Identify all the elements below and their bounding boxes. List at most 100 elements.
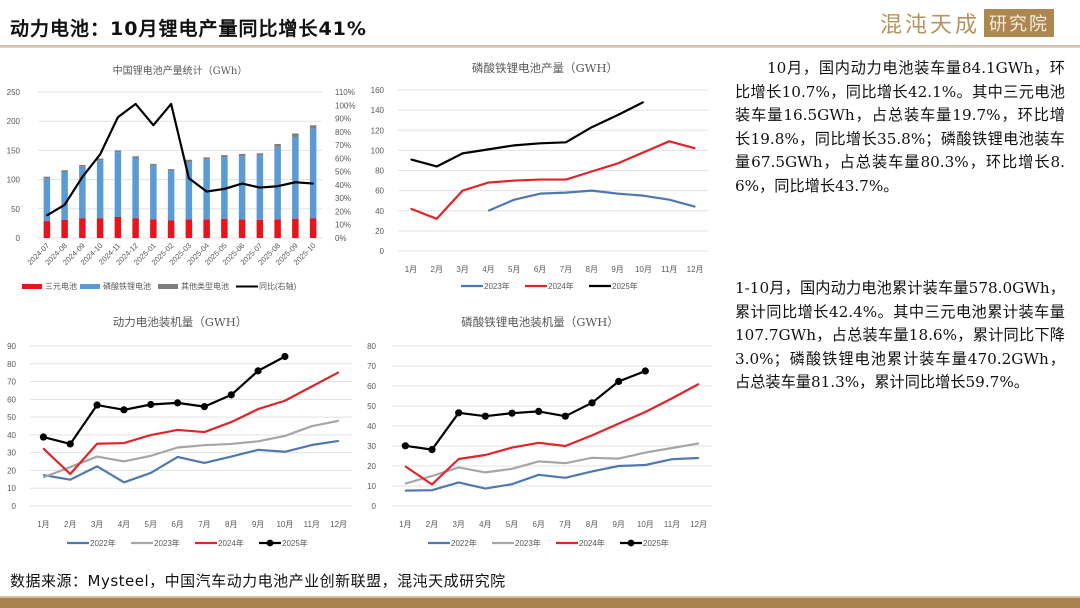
data-point xyxy=(642,151,645,153)
chart-title: 中国锂电池产量统计（GWh） xyxy=(112,66,248,77)
data-point xyxy=(618,423,620,425)
data-point xyxy=(227,391,235,399)
data-point xyxy=(458,458,460,460)
data-point xyxy=(69,466,71,468)
data-point xyxy=(42,447,45,450)
bar-segment xyxy=(96,218,104,238)
data-point xyxy=(461,190,464,192)
x-tick-label: 9月 xyxy=(252,520,264,529)
legend-label: 2024年 xyxy=(548,281,574,291)
y-tick-label: 40 xyxy=(375,207,384,216)
y-tick-label: 80 xyxy=(7,360,16,369)
legend-label: 2023年 xyxy=(484,281,510,291)
y-tick-label: 20 xyxy=(367,462,376,471)
data-point xyxy=(539,142,541,144)
data-point xyxy=(203,431,206,433)
y-tick-label: 100 xyxy=(7,176,21,185)
x-tick-label: 9月 xyxy=(612,520,624,529)
data-point xyxy=(436,165,438,168)
data-point xyxy=(254,367,262,375)
y-tick-label: 50 xyxy=(367,402,376,411)
data-point xyxy=(173,399,182,407)
x-tick-label: 4月 xyxy=(482,265,494,274)
data-point xyxy=(591,457,593,459)
data-point xyxy=(120,406,128,414)
data-point xyxy=(312,182,314,185)
data-point xyxy=(511,483,513,485)
data-point xyxy=(694,206,696,208)
bar-segment xyxy=(238,153,246,157)
y-tick-label: 80 xyxy=(375,167,384,176)
x-tick-label: 3月 xyxy=(452,520,464,529)
legend-label: 2025年 xyxy=(282,538,308,548)
data-point xyxy=(668,199,670,201)
data-point xyxy=(337,371,340,373)
data-point xyxy=(513,144,515,146)
data-point xyxy=(644,411,646,413)
x-tick-label: 3月 xyxy=(456,265,468,274)
logo-box: 研究院 xyxy=(984,9,1054,37)
bar-segment xyxy=(185,159,193,163)
y-tick-label: 70 xyxy=(367,362,376,371)
chart-lfp-production: 磷酸铁锂电池产量（GWH） 0 20 40 60 80 100 120 140 160 1月 2月 3… xyxy=(370,55,720,300)
y-tick-label: 10 xyxy=(367,482,376,491)
data-point xyxy=(230,421,232,423)
data-point xyxy=(564,462,566,464)
data-point xyxy=(203,462,206,464)
data-point xyxy=(616,114,619,116)
chart-svg: 0 10 20 30 40 50 60 70 80 1月 2月 3月 4月 5月 6月 7月 8月 9月 10月 11… xyxy=(367,342,712,548)
data-point xyxy=(671,397,673,399)
data-point xyxy=(410,208,412,210)
data-point xyxy=(616,193,619,195)
bar-segment xyxy=(96,158,104,161)
data-point xyxy=(404,483,406,485)
data-point xyxy=(152,124,155,126)
bar-segment xyxy=(61,172,68,220)
y-tick-label: 30 xyxy=(7,449,16,458)
data-point xyxy=(257,408,259,410)
x-tick-label: 1月 xyxy=(37,520,49,529)
data-point xyxy=(46,214,48,217)
bar-segment xyxy=(132,156,139,158)
bar-segment xyxy=(167,220,175,238)
data-point xyxy=(644,464,646,466)
data-point xyxy=(123,460,125,462)
data-point xyxy=(257,449,259,451)
data-point xyxy=(404,490,406,492)
legend-marker xyxy=(627,539,635,547)
x-tick-label: 11月 xyxy=(304,520,320,529)
data-point xyxy=(205,190,208,193)
data-point xyxy=(641,367,649,375)
y-tick-label: 30 xyxy=(367,442,376,451)
chart-power-battery-installs: 动力电池装机量（GWH） 0 10 20 30 40 50 60 70 80 90 1月 2月 3月 4月… xyxy=(0,308,360,553)
bar-segment xyxy=(309,125,317,129)
data-point xyxy=(311,425,313,427)
data-point xyxy=(431,483,433,485)
data-point xyxy=(401,442,409,450)
bar-segment xyxy=(185,219,193,238)
data-point xyxy=(461,152,464,154)
bar-segment xyxy=(150,165,157,220)
x-tick-label: 9月 xyxy=(611,265,623,274)
series-line xyxy=(405,369,646,451)
legend-label: 2024年 xyxy=(218,538,244,548)
chart-svg: 0 10 20 30 40 50 60 70 80 90 1月 2月 3月 4月 5月 6月 7月 8月 9月 10月… xyxy=(7,342,352,548)
y2-tick-label: 0% xyxy=(335,234,347,243)
bar-segment xyxy=(292,218,299,238)
data-point xyxy=(591,434,593,436)
data-point xyxy=(42,476,45,478)
data-point xyxy=(123,442,125,444)
x-tick-label: 12月 xyxy=(690,520,707,529)
x-tick-label: 4月 xyxy=(479,520,491,529)
data-point xyxy=(694,147,696,149)
data-point xyxy=(230,455,232,458)
data-point xyxy=(671,458,673,460)
y-tick-label: 40 xyxy=(367,422,376,431)
y-tick-label: 0 xyxy=(372,502,377,511)
x-tick-label: 2月 xyxy=(426,520,438,529)
header-divider xyxy=(0,45,1080,48)
bar-segment xyxy=(167,170,175,221)
x-tick-label: 7月 xyxy=(198,520,210,529)
legend-label: 2023年 xyxy=(154,538,180,548)
data-point xyxy=(618,458,620,460)
